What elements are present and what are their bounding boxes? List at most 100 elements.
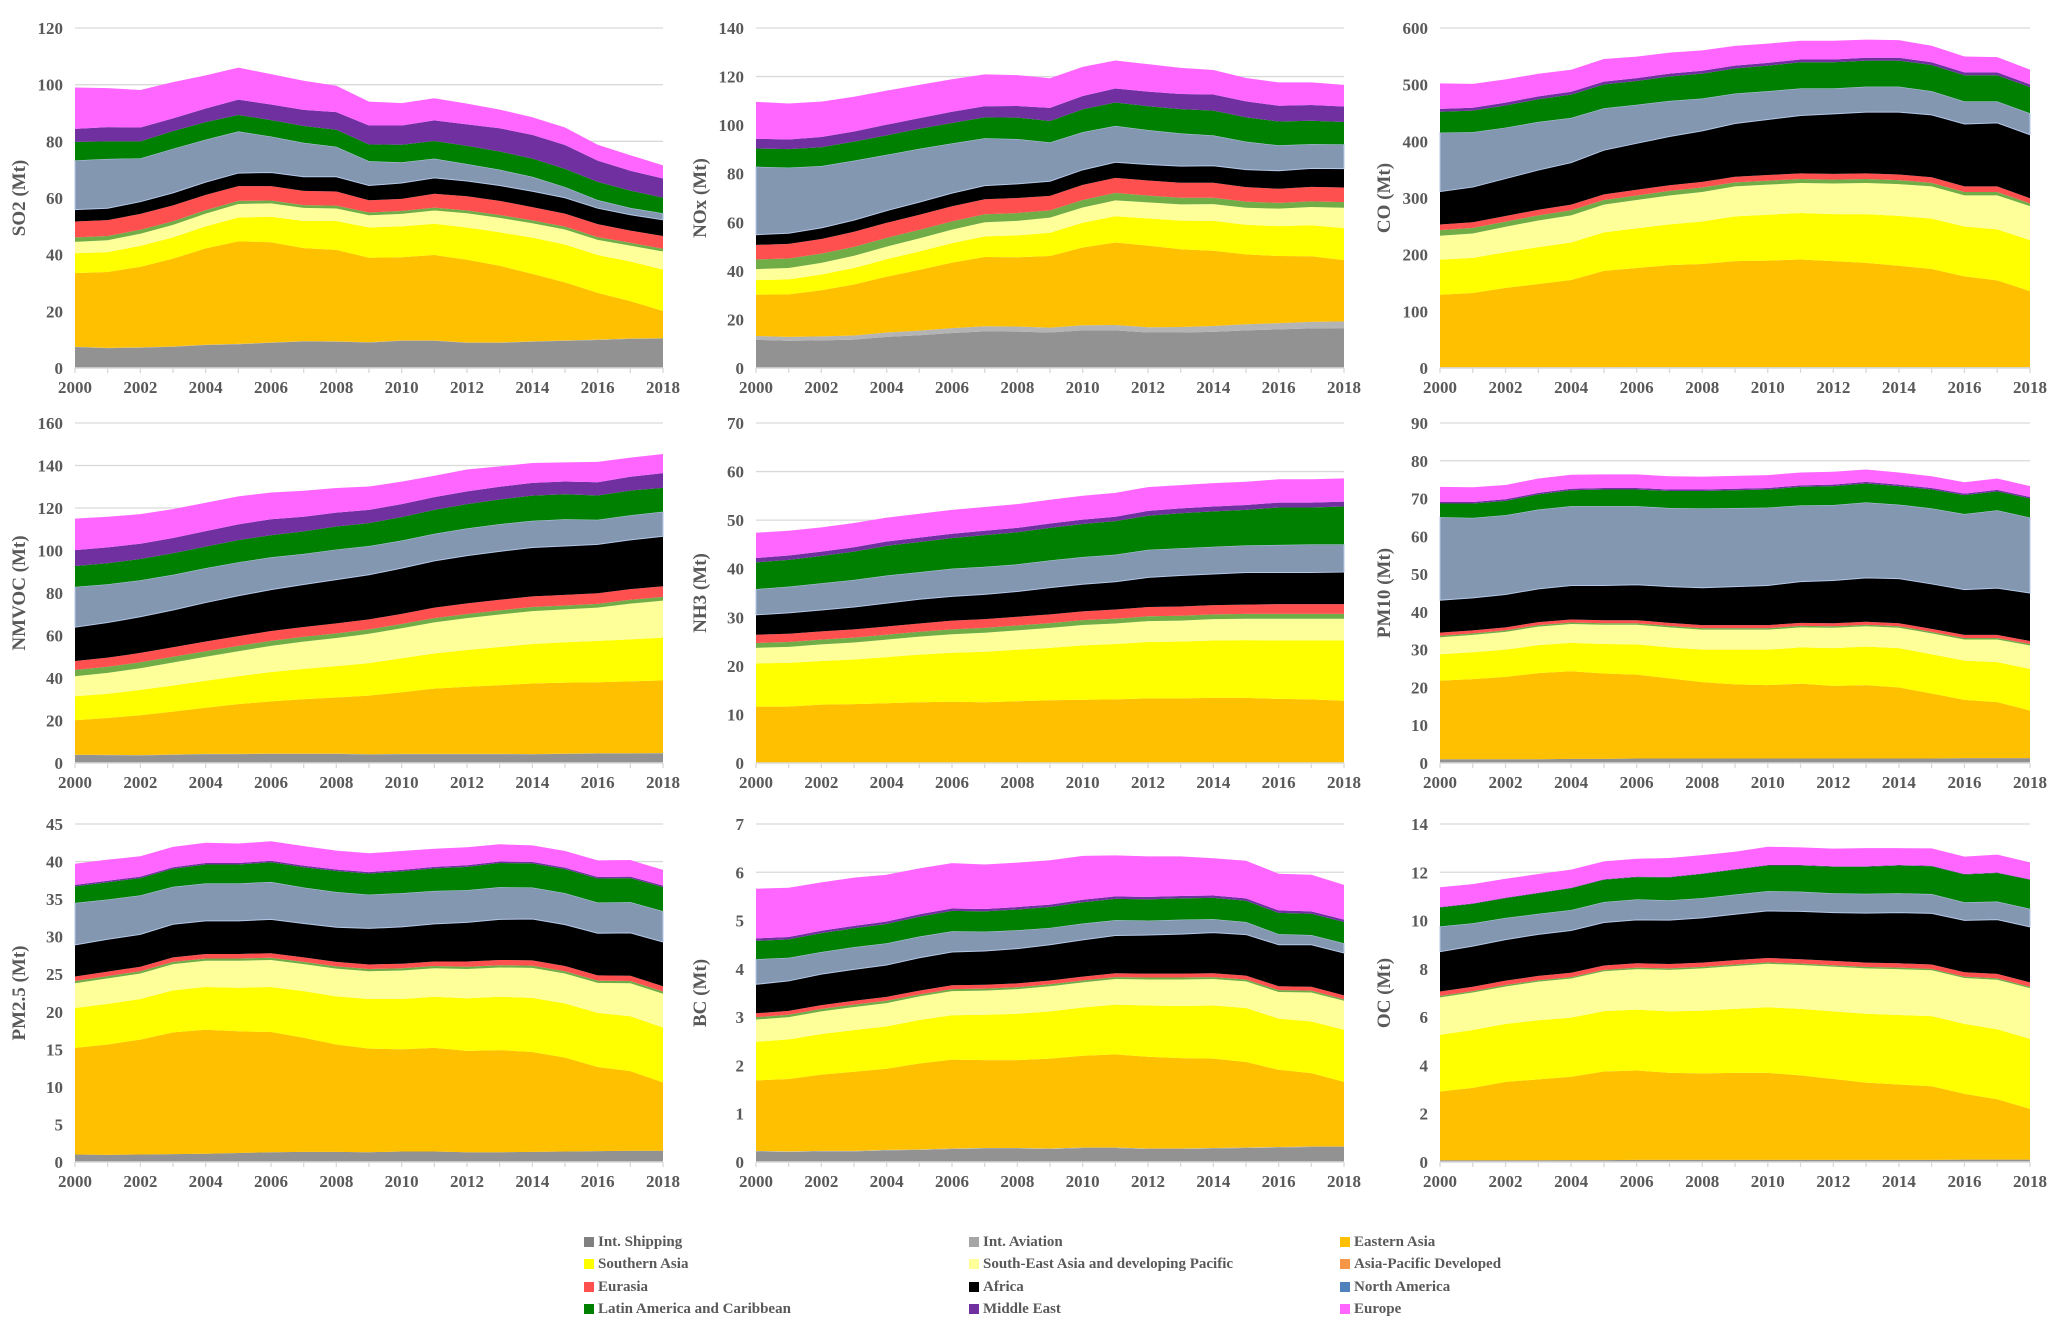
area-southern-asia xyxy=(75,216,663,312)
area-latin-america-and-caribbean xyxy=(1440,60,2030,133)
y-axis-label: NOx (Mt) xyxy=(690,158,711,238)
x-tick-label: 2018 xyxy=(1327,1172,1361,1191)
area-middle-east xyxy=(1440,57,2030,112)
x-tick-label: 2008 xyxy=(1000,773,1034,792)
area-southern-asia xyxy=(1440,1007,2030,1109)
legend-swatch xyxy=(1340,1304,1350,1314)
area-latin-america-and-caribbean xyxy=(1440,483,2030,518)
x-tick-label: 2008 xyxy=(1000,378,1034,397)
area-eastern-asia xyxy=(75,1029,663,1155)
legend-label: South-East Asia and developing Pacific xyxy=(983,1255,1234,1272)
area-africa xyxy=(75,536,663,661)
y-tick-label: 70 xyxy=(727,414,744,433)
legend-item-asia-pacific-developed: Asia-Pacific Developed xyxy=(1340,1254,1501,1274)
area-asia-pacific-developed xyxy=(75,957,663,994)
y-tick-label: 0 xyxy=(1420,359,1429,378)
area-middle-east xyxy=(75,473,663,567)
y-tick-label: 0 xyxy=(1420,1153,1429,1172)
x-tick-label: 2004 xyxy=(189,378,224,397)
area-europe xyxy=(1440,846,2030,908)
y-tick-label: 0 xyxy=(55,754,64,773)
x-tick-label: 2008 xyxy=(319,378,353,397)
y-axis-label: NMVOC (Mt) xyxy=(9,535,30,650)
area-eastern-asia xyxy=(756,697,1344,763)
panel-oc-mt: 0 2 4 6 8 10 12 14 2000 2002 2004 2006 2008 2010 2012 2… xyxy=(1374,815,2047,1191)
y-tick-label: 140 xyxy=(719,19,745,38)
legend-swatch xyxy=(584,1259,594,1269)
area-europe xyxy=(75,67,663,179)
legend-swatch xyxy=(969,1304,979,1314)
y-tick-label: 100 xyxy=(38,76,64,95)
x-tick-label: 2018 xyxy=(646,773,680,792)
area-eurasia xyxy=(1440,957,2030,996)
x-tick-label: 2014 xyxy=(1882,773,1917,792)
area-eurasia xyxy=(75,586,663,670)
y-tick-label: 14 xyxy=(1411,815,1429,834)
area-africa xyxy=(75,172,663,236)
x-tick-label: 2016 xyxy=(1947,773,1981,792)
x-tick-label: 2008 xyxy=(319,1172,353,1191)
x-tick-label: 2004 xyxy=(870,1172,905,1191)
area-int-shipping xyxy=(756,328,1344,368)
x-tick-label: 2014 xyxy=(1196,1172,1231,1191)
panel-pm10-mt: 0 10 20 30 40 50 60 70 80 90 2000 2002 2004 2006 2008 2… xyxy=(1374,414,2047,792)
x-tick-label: 2012 xyxy=(1131,1172,1165,1191)
area-int-aviation xyxy=(756,1146,1344,1152)
y-tick-label: 20 xyxy=(727,310,744,329)
x-tick-label: 2008 xyxy=(1685,773,1719,792)
x-tick-label: 2000 xyxy=(58,378,92,397)
x-tick-label: 2000 xyxy=(1423,378,1457,397)
x-tick-label: 2006 xyxy=(1620,773,1654,792)
x-tick-label: 2000 xyxy=(739,1172,773,1191)
y-tick-label: 7 xyxy=(736,815,745,834)
y-tick-label: 80 xyxy=(727,165,744,184)
area-europe xyxy=(75,454,663,551)
x-tick-label: 2010 xyxy=(385,773,419,792)
y-tick-label: 8 xyxy=(1420,960,1429,979)
x-tick-label: 2004 xyxy=(870,773,905,792)
y-tick-label: 4 xyxy=(736,960,745,979)
x-tick-label: 2008 xyxy=(319,773,353,792)
area-int-shipping xyxy=(75,1150,663,1162)
y-tick-label: 40 xyxy=(46,246,63,265)
y-tick-label: 0 xyxy=(55,1153,64,1172)
y-tick-label: 40 xyxy=(1411,603,1428,622)
legend-label: Eurasia xyxy=(598,1278,649,1295)
area-eurasia xyxy=(75,953,663,992)
panel-bc-mt: 0 1 2 3 4 5 6 7 2000 2002 2004 2006 2008 2010 2012 2014… xyxy=(690,815,1361,1191)
legend-swatch xyxy=(584,1304,594,1314)
area-latin-america-and-caribbean xyxy=(75,862,663,912)
area-southern-asia xyxy=(1440,213,2030,295)
x-tick-label: 2004 xyxy=(189,773,224,792)
y-tick-label: 60 xyxy=(46,189,63,208)
panel-co-mt: 0 100 200 300 400 500 600 2000 2002 2004 2006 2008 2… xyxy=(1374,19,2047,397)
x-tick-label: 2016 xyxy=(581,378,615,397)
area-eastern-asia xyxy=(1440,1070,2030,1161)
y-tick-label: 45 xyxy=(46,815,63,834)
legend-item-int-aviation: Int. Aviation xyxy=(969,1232,1063,1252)
area-asia-pacific-developed xyxy=(756,613,1344,648)
legend-item-southern-asia: Southern Asia xyxy=(584,1254,688,1274)
y-tick-label: 120 xyxy=(38,19,64,38)
y-tick-label: 50 xyxy=(1411,565,1428,584)
area-europe xyxy=(756,855,1344,939)
y-tick-label: 20 xyxy=(46,1003,63,1022)
x-tick-label: 2018 xyxy=(1327,378,1361,397)
y-tick-label: 6 xyxy=(736,863,745,882)
x-tick-label: 2006 xyxy=(254,1172,288,1191)
legend-item-eurasia: Eurasia xyxy=(584,1277,648,1297)
x-tick-label: 2018 xyxy=(646,1172,680,1191)
area-int-shipping xyxy=(756,1147,1344,1162)
area-south-east-asia-and-developing-pacific xyxy=(75,600,663,697)
area-south-east-asia-and-developing-pacific xyxy=(1440,963,2030,1039)
area-middle-east xyxy=(75,99,663,198)
legend-label: Southern Asia xyxy=(598,1255,689,1272)
y-tick-label: 20 xyxy=(46,712,63,731)
y-axis-label: CO (Mt) xyxy=(1374,163,1395,233)
y-tick-label: 60 xyxy=(727,213,744,232)
legend-item-latin-america-and-caribbean: Latin America and Caribbean xyxy=(584,1299,791,1319)
x-tick-label: 2010 xyxy=(1751,378,1785,397)
y-axis-label: OC (Mt) xyxy=(1374,958,1395,1028)
area-south-east-asia-and-developing-pacific xyxy=(756,978,1344,1042)
y-tick-label: 0 xyxy=(736,754,745,773)
